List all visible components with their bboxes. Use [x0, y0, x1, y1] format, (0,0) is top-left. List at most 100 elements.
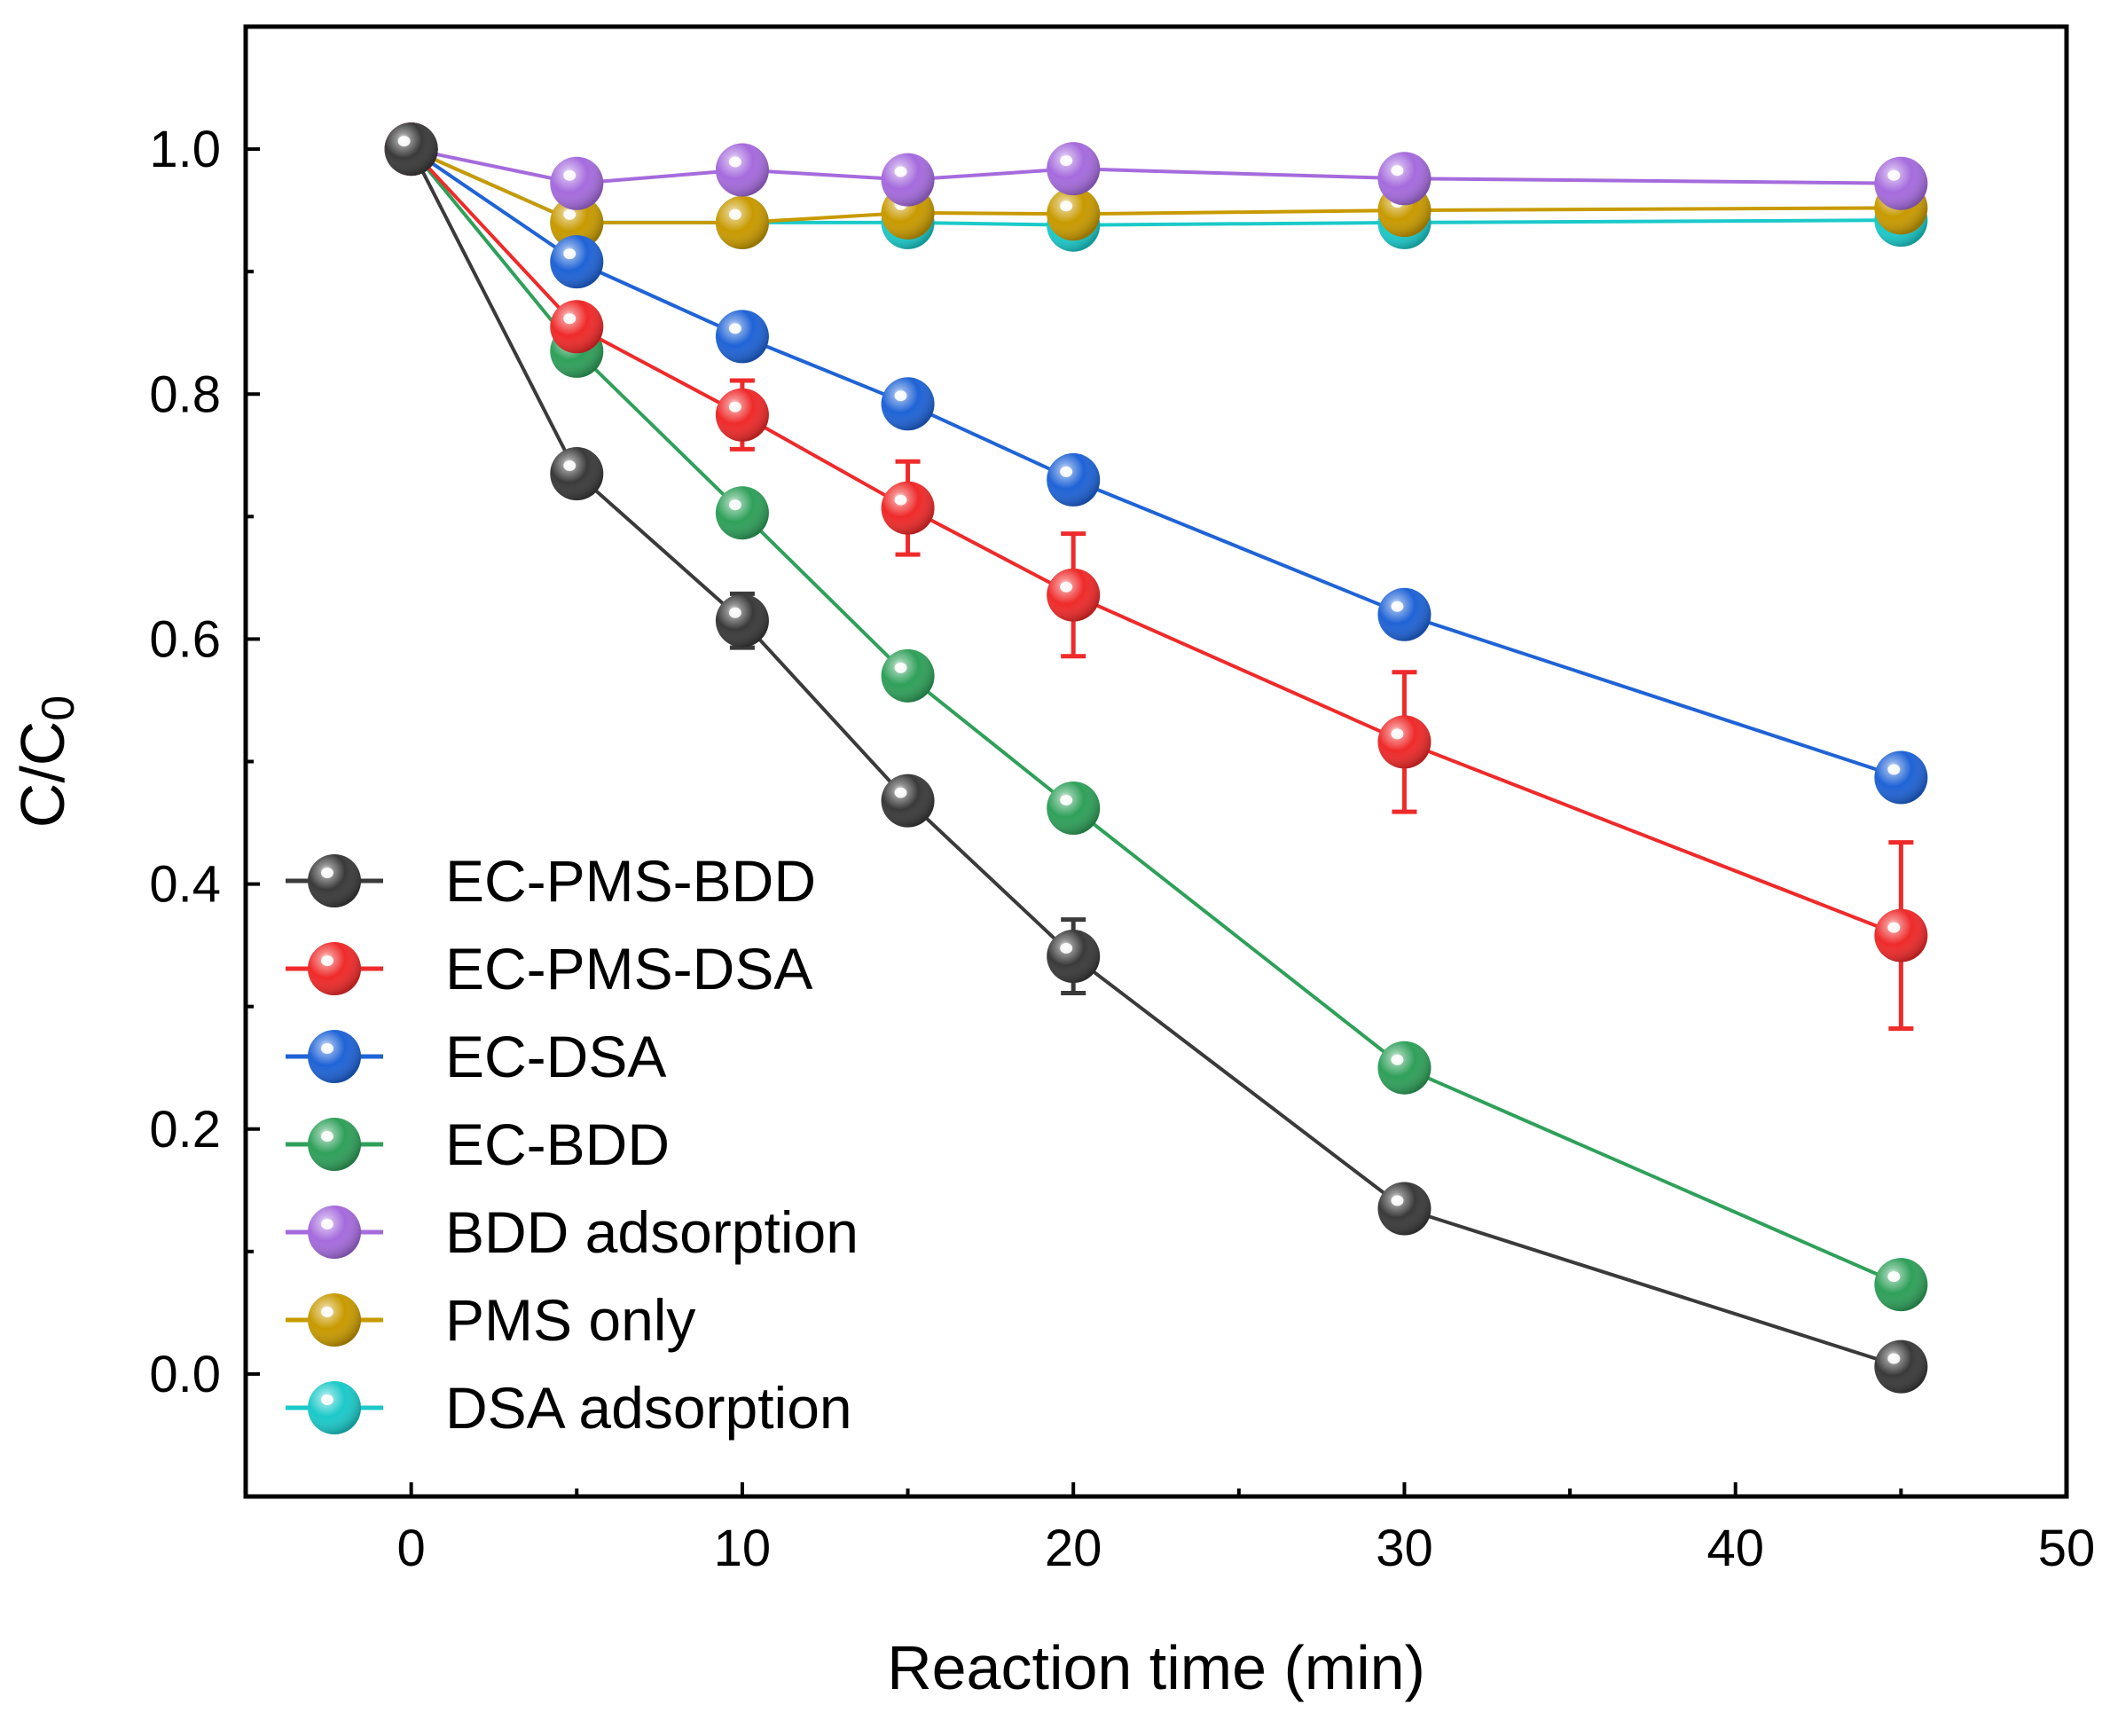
y-axis-title: C/C0: [8, 695, 84, 828]
marker-highlight: [563, 169, 577, 181]
legend-label: EC-PMS-DSA: [445, 936, 812, 1002]
data-point: [1874, 156, 1928, 210]
marker-shine: [881, 153, 935, 207]
marker-shine: [715, 593, 769, 648]
x-tick-label-0: 0: [397, 1520, 426, 1577]
x-tick-label-30: 30: [1376, 1520, 1433, 1577]
marker-shine: [550, 195, 604, 249]
series-line: [410, 147, 1902, 938]
legend-marker: [308, 1293, 361, 1347]
x-tick-label-50: 50: [2038, 1520, 2096, 1577]
marker-highlight: [1391, 728, 1404, 740]
marker-shine: [715, 310, 769, 364]
marker-highlight: [1887, 764, 1901, 775]
y-axis-title-main: C/C: [8, 721, 77, 829]
data-point: [550, 156, 604, 210]
marker-highlight: [321, 868, 333, 878]
marker-highlight: [1060, 794, 1073, 805]
marker-highlight: [321, 1219, 333, 1229]
legend-label: EC-DSA: [445, 1024, 666, 1089]
data-point: [1047, 187, 1101, 241]
data-point: [1377, 587, 1432, 641]
series-pms-only: [384, 122, 1928, 249]
legend-item-ec-pms-dsa: EC-PMS-DSA: [286, 936, 812, 1002]
plot-frame: [243, 24, 2069, 1499]
series-line: [410, 147, 1902, 780]
legend-label: PMS only: [445, 1287, 695, 1353]
data-point: [881, 481, 935, 535]
marker-highlight: [321, 1043, 333, 1054]
series-ec-pms-bdd: [384, 122, 1928, 1394]
axes: 0 10 20 30 40 50 0.0 0.2 0.4 0.6 0.8 1.0: [149, 25, 2096, 1577]
y-tick-label-1: 0.2: [149, 1101, 221, 1159]
legend-item-ec-bdd: EC-BDD: [286, 1112, 670, 1177]
plot-border: [243, 24, 2069, 1499]
data-point: [1047, 142, 1101, 196]
y-axis-title-subscript: 0: [33, 695, 84, 721]
marker-shine: [308, 1030, 361, 1083]
marker-shine: [308, 1293, 361, 1347]
marker-shine: [308, 1381, 361, 1434]
data-point: [550, 300, 604, 354]
series-dsa-adsorption: [384, 122, 1928, 252]
marker-highlight: [894, 662, 907, 673]
marker-highlight: [1060, 155, 1073, 167]
marker-shine: [1377, 1041, 1432, 1095]
legend-marker: [308, 942, 361, 995]
marker-shine: [1377, 152, 1432, 206]
marker-highlight: [894, 787, 907, 798]
marker-highlight: [894, 494, 907, 506]
marker-highlight: [728, 401, 741, 412]
legend-item-ec-dsa: EC-DSA: [286, 1024, 666, 1089]
data-point: [715, 486, 769, 540]
marker-highlight: [1060, 943, 1073, 954]
y-tick-label-3: 0.6: [149, 610, 221, 668]
marker-highlight: [728, 499, 741, 511]
data-point: [1047, 452, 1101, 507]
marker-highlight: [1887, 922, 1901, 933]
legend-label: BDD adsorption: [445, 1199, 859, 1265]
marker-shine: [1047, 452, 1101, 507]
marker-highlight: [1887, 1271, 1901, 1283]
marker-shine: [1874, 750, 1928, 805]
marker-highlight: [1060, 200, 1073, 212]
legend-item-pms-only: PMS only: [286, 1287, 695, 1353]
series-line: [411, 147, 1902, 185]
marker-shine: [1047, 187, 1101, 241]
marker-highlight: [1391, 1054, 1404, 1065]
data-point: [715, 388, 769, 442]
marker-shine: [715, 195, 769, 249]
x-tick-label-40: 40: [1706, 1520, 1764, 1577]
data-point: [550, 235, 604, 289]
marker-shine: [308, 1118, 361, 1171]
marker-shine: [715, 388, 769, 442]
legend-marker: [308, 854, 361, 907]
series-group: [384, 122, 1928, 1394]
data-point: [1377, 1041, 1432, 1095]
marker-highlight: [728, 156, 741, 168]
marker-highlight: [1391, 165, 1404, 177]
data-point: [715, 143, 769, 197]
marker-highlight: [321, 1131, 333, 1142]
data-point: [1377, 1182, 1432, 1236]
marker-shine: [308, 854, 361, 907]
marker-highlight: [894, 390, 907, 402]
marker-highlight: [563, 460, 577, 472]
marker-highlight: [563, 208, 577, 220]
marker-highlight: [1060, 466, 1073, 477]
marker-shine: [1047, 142, 1101, 196]
marker-highlight: [728, 323, 741, 334]
marker-highlight: [563, 248, 577, 260]
marker-shine: [550, 447, 604, 501]
series-bdd-adsorption: [384, 122, 1928, 210]
marker-highlight: [321, 1307, 333, 1317]
marker-shine: [1377, 715, 1432, 769]
marker-shine: [881, 774, 935, 828]
marker-shine: [881, 648, 935, 703]
marker-highlight: [563, 313, 577, 325]
marker-shine: [1874, 156, 1928, 210]
data-point: [1047, 568, 1101, 622]
series-line: [409, 148, 1902, 1369]
data-point: [1047, 781, 1101, 835]
